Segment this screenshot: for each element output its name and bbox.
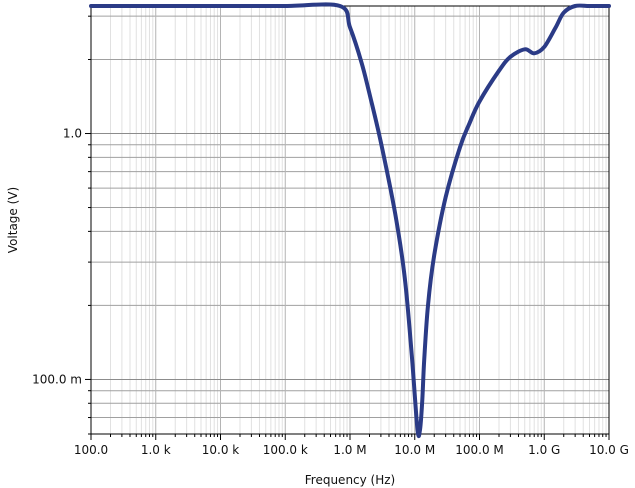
x-tick-label: 100.0 M	[455, 443, 504, 457]
x-tick-label: 100.0	[74, 443, 108, 457]
y-axis: 100.0 m 1.0	[32, 15, 91, 435]
x-tick-label: 10.0 G	[589, 443, 629, 457]
x-tick-label: 10.0 k	[202, 443, 240, 457]
x-tick-label: 1.0 M	[333, 443, 366, 457]
x-axis-title: Frequency (Hz)	[305, 473, 396, 487]
x-tick-label: 1.0 G	[528, 443, 560, 457]
voltage-series-line	[89, 2, 611, 438]
y-tick-label: 100.0 m	[32, 372, 82, 386]
major-gridlines	[90, 6, 610, 434]
y-tick-label: 1.0	[63, 127, 82, 141]
x-tick-label: 1.0 k	[141, 443, 171, 457]
x-tick-label: 10.0 M	[394, 443, 435, 457]
x-axis: 100.0 1.0 k 10.0 k 100.0 k 1.0 M 10.0 M 100.0 …	[74, 434, 629, 457]
x-tick-label: 100.0 k	[263, 443, 308, 457]
y-axis-title: Voltage (V)	[6, 187, 20, 253]
